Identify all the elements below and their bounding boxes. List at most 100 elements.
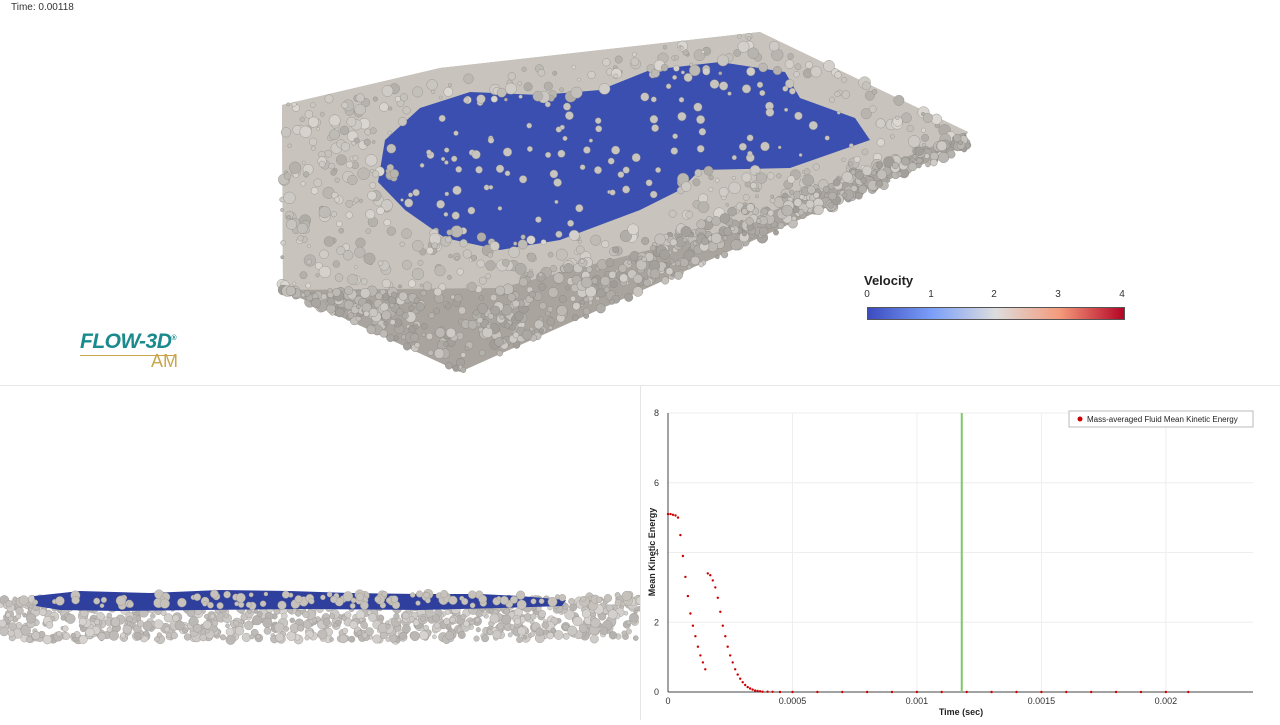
- powder-particle: [507, 293, 516, 302]
- chart-grid: [667, 412, 1253, 693]
- powder-particle: [747, 150, 753, 157]
- powder-particle: [283, 172, 292, 180]
- powder-particle: [869, 105, 877, 113]
- powder-particle: [156, 632, 163, 638]
- powder-particle: [296, 222, 308, 234]
- powder-particle: [589, 634, 599, 644]
- powder-particle: [609, 189, 616, 196]
- powder-particle: [375, 292, 383, 300]
- time-readout: Time: 0.00118: [11, 2, 74, 13]
- powder-particle: [747, 47, 759, 59]
- powder-particle: [883, 156, 895, 168]
- data-point: [744, 683, 747, 687]
- powder-particle: [426, 246, 434, 255]
- data-point: [714, 586, 717, 589]
- powder-particle: [860, 177, 867, 184]
- powder-particle: [958, 140, 963, 146]
- powder-particle: [338, 227, 345, 234]
- powder-particle: [394, 96, 401, 102]
- powder-particle: [793, 198, 802, 207]
- powder-particles: [276, 33, 972, 373]
- powder-particle: [311, 617, 317, 623]
- powder-particle: [698, 128, 707, 136]
- powder-particle: [369, 182, 377, 189]
- data-point: [761, 690, 764, 693]
- powder-particle: [304, 635, 310, 641]
- powder-particle: [769, 197, 776, 204]
- data-point: [816, 690, 819, 694]
- powder-particle: [538, 272, 544, 278]
- powder-particle: [256, 611, 263, 618]
- powder-particle: [737, 34, 742, 39]
- data-point: [739, 677, 742, 680]
- powder-particle: [567, 219, 574, 227]
- powder-particle: [600, 276, 611, 286]
- powder-particle: [488, 608, 494, 614]
- powder-particle: [545, 151, 552, 158]
- powder-particle: [349, 602, 356, 609]
- powder-particle: [721, 251, 729, 259]
- powder-particle: [365, 228, 372, 234]
- powder-particle: [283, 191, 296, 204]
- powder-particle: [372, 96, 378, 102]
- powder-particle: [630, 57, 640, 67]
- powder-particle: [445, 236, 452, 244]
- powder-particle: [308, 598, 315, 605]
- powder-particle: [401, 624, 411, 634]
- powder-particle: [342, 591, 354, 602]
- powder-particle: [719, 213, 730, 224]
- powder-particle: [758, 226, 769, 237]
- data-point: [736, 673, 739, 676]
- powder-particle: [225, 627, 235, 637]
- powder-particle: [603, 286, 610, 293]
- powder-particle: [649, 268, 661, 279]
- powder-particle: [106, 612, 113, 619]
- powder-particle: [399, 241, 405, 247]
- powder-particle: [170, 631, 178, 640]
- powder-particle: [193, 623, 202, 633]
- powder-particle: [547, 596, 558, 607]
- powder-particle: [301, 160, 306, 165]
- powder-particle: [481, 611, 487, 617]
- powder-particle: [143, 630, 150, 637]
- powder-particle: [421, 332, 426, 337]
- powder-particle: [698, 261, 705, 268]
- powder-particle: [317, 629, 328, 640]
- powder-particle: [495, 164, 505, 173]
- powder-particle: [508, 246, 520, 258]
- powder-particle: [345, 161, 354, 169]
- powder-particle: [588, 300, 593, 306]
- powder-particle: [7, 629, 15, 637]
- powder-particle: [31, 631, 41, 640]
- powder-particle: [495, 285, 506, 296]
- powder-particle: [327, 288, 333, 293]
- powder-particle: [526, 122, 533, 129]
- powder-particle: [715, 254, 720, 260]
- powder-particle: [241, 632, 251, 642]
- powder-particle: [473, 309, 480, 316]
- powder-particle: [897, 171, 903, 177]
- powder-particle: [730, 239, 742, 251]
- powder-particle: [782, 85, 789, 92]
- data-point: [990, 690, 993, 694]
- powder-particle: [391, 291, 398, 298]
- powder-particle: [219, 634, 226, 641]
- powder-particle: [727, 91, 732, 96]
- powder-particle: [607, 609, 618, 620]
- powder-particle: [619, 273, 629, 283]
- powder-particle: [595, 117, 602, 124]
- powder-particle: [332, 260, 341, 268]
- powder-particle: [127, 601, 134, 608]
- powder-particle: [263, 627, 272, 635]
- powder-particle: [503, 147, 513, 157]
- powder-particle: [632, 286, 644, 297]
- powder-particle: [292, 281, 297, 286]
- powder-particle: [164, 626, 170, 633]
- chart-svg: 0 0.0005 0.001 0.0015 0.002 0 2 4 6 8 Time (sec)…: [647, 408, 1254, 717]
- powder-particle: [538, 598, 545, 604]
- powder-particle: [356, 630, 362, 636]
- legend-marker: [1077, 416, 1083, 422]
- powder-particle: [354, 246, 366, 258]
- powder-particle: [330, 211, 337, 218]
- powder-particle: [432, 634, 437, 640]
